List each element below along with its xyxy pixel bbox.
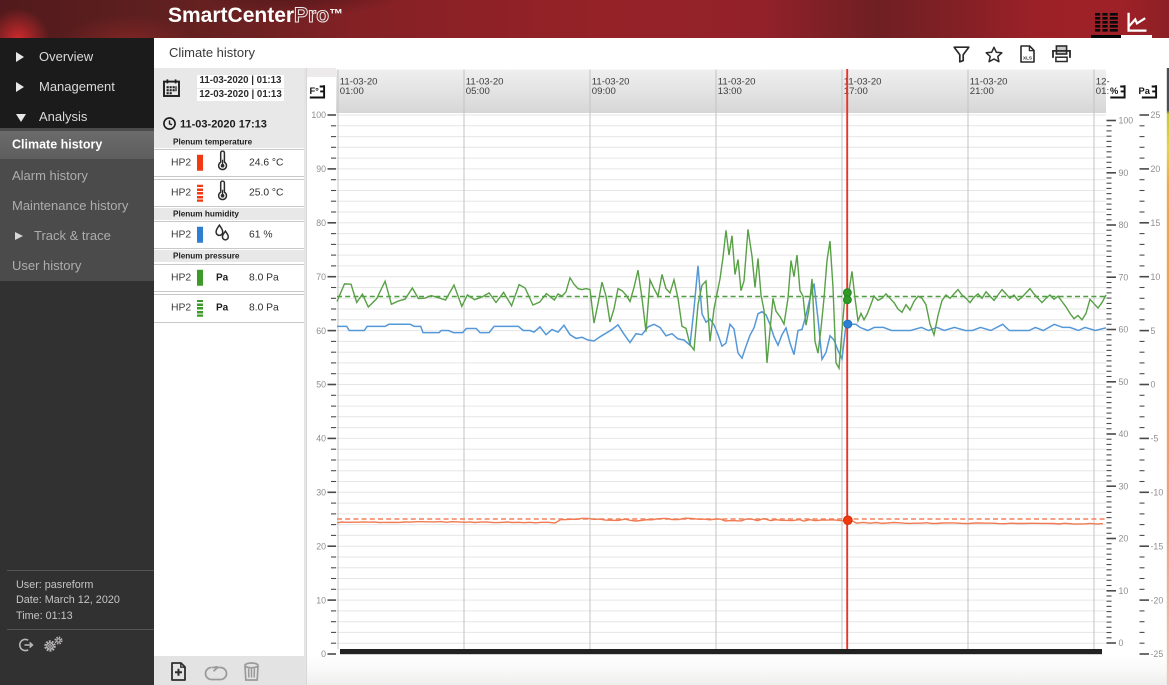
svg-text:-20: -20: [1151, 595, 1164, 605]
svg-text:20: 20: [1151, 164, 1161, 174]
svg-text:-15: -15: [1151, 541, 1164, 551]
svg-text:0: 0: [1119, 638, 1124, 648]
svg-text:90: 90: [1119, 168, 1129, 178]
svg-text:11-03-20: 11-03-20: [718, 77, 756, 88]
svg-text:100: 100: [311, 110, 326, 120]
svg-text:01:00: 01:00: [340, 86, 364, 97]
svg-text:F°: F°: [310, 86, 320, 96]
svg-text:-10: -10: [1151, 488, 1164, 498]
svg-text:30: 30: [316, 488, 326, 498]
svg-text:70: 70: [316, 272, 326, 282]
svg-text:0: 0: [1151, 380, 1156, 390]
svg-text:Pa: Pa: [1139, 86, 1151, 96]
svg-text:10: 10: [316, 595, 326, 605]
svg-text:01:: 01:: [1096, 86, 1109, 97]
svg-text:60: 60: [316, 326, 326, 336]
svg-text:12-: 12-: [1096, 77, 1110, 88]
svg-text:11-03-20: 11-03-20: [340, 77, 378, 88]
svg-text:-25: -25: [1151, 649, 1164, 659]
svg-text:%: %: [1110, 86, 1119, 96]
svg-text:100: 100: [1119, 116, 1134, 126]
svg-text:5: 5: [1151, 326, 1156, 336]
svg-text:60: 60: [1119, 325, 1129, 335]
svg-text:11-03-20: 11-03-20: [466, 77, 504, 88]
svg-text:20: 20: [1119, 534, 1129, 544]
svg-text:50: 50: [1119, 377, 1129, 387]
svg-text:17:00: 17:00: [844, 86, 868, 97]
svg-text:XLS: XLS: [1023, 55, 1032, 60]
svg-text:80: 80: [1119, 220, 1129, 230]
svg-text:09:00: 09:00: [592, 86, 616, 97]
svg-text:0: 0: [321, 649, 326, 659]
svg-text:10: 10: [1151, 272, 1161, 282]
svg-text:50: 50: [316, 380, 326, 390]
svg-text:11-03-20: 11-03-20: [592, 77, 630, 88]
svg-text:13:00: 13:00: [718, 86, 742, 97]
svg-text:10: 10: [1119, 586, 1129, 596]
svg-text:21:00: 21:00: [970, 86, 994, 97]
svg-text:30: 30: [1119, 481, 1129, 491]
svg-text:-5: -5: [1151, 434, 1159, 444]
svg-text:25: 25: [1151, 110, 1161, 120]
svg-text:90: 90: [316, 164, 326, 174]
svg-text:40: 40: [1119, 429, 1129, 439]
svg-text:70: 70: [1119, 272, 1129, 282]
svg-text:11-03-20: 11-03-20: [844, 77, 882, 88]
svg-text:40: 40: [316, 434, 326, 444]
svg-text:20: 20: [316, 541, 326, 551]
svg-text:15: 15: [1151, 218, 1161, 228]
svg-text:05:00: 05:00: [466, 86, 490, 97]
svg-text:80: 80: [316, 218, 326, 228]
svg-text:11-03-20: 11-03-20: [970, 77, 1008, 88]
